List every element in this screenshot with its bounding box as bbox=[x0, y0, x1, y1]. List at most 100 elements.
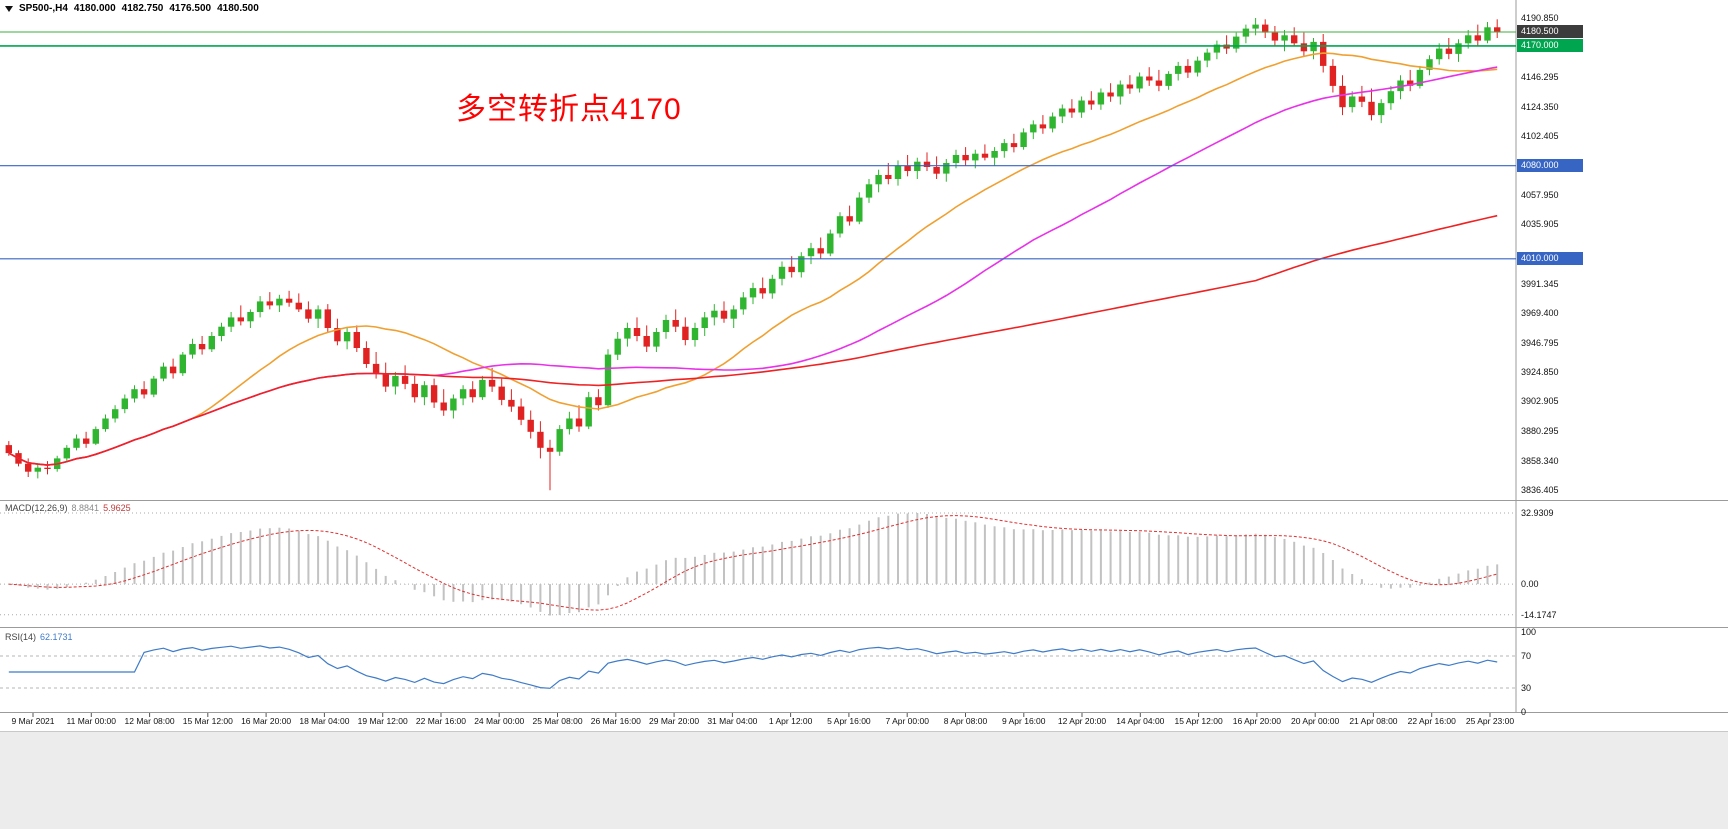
bear-candle bbox=[1068, 108, 1076, 113]
macd-indicator-label: MACD(12,26,9) 8.8841 5.9625 bbox=[5, 503, 131, 513]
bull-candle bbox=[1001, 143, 1008, 152]
bull-candle bbox=[160, 366, 167, 379]
bull-candle bbox=[701, 317, 708, 328]
bull-candle bbox=[952, 155, 960, 163]
bottom-area bbox=[0, 731, 1728, 829]
bull-candle bbox=[150, 378, 157, 395]
bull-candle bbox=[836, 216, 844, 234]
bear-candle bbox=[401, 375, 409, 384]
bear-candle bbox=[363, 348, 370, 364]
price-axis-label: 4190.850 bbox=[1521, 13, 1559, 24]
bear-candle bbox=[923, 161, 931, 167]
bear-candle bbox=[575, 418, 583, 427]
bull-candle bbox=[691, 328, 699, 340]
bull-candle bbox=[769, 278, 776, 294]
time-axis-label: 9 Apr 16:00 bbox=[1002, 716, 1046, 726]
price-badge: 4180.500 bbox=[1517, 24, 1583, 38]
bull-candle bbox=[189, 344, 196, 355]
bull-candle bbox=[614, 338, 621, 355]
bear-candle bbox=[5, 445, 12, 454]
bear-candle bbox=[498, 386, 505, 400]
bear-candle bbox=[411, 383, 418, 398]
bear-candle bbox=[1184, 65, 1192, 73]
bear-candle bbox=[430, 385, 438, 403]
bull-candle bbox=[1165, 73, 1172, 86]
bull-candle bbox=[585, 397, 592, 427]
time-axis-label: 12 Mar 08:00 bbox=[124, 716, 175, 726]
bull-candle bbox=[102, 418, 109, 430]
bull-candle bbox=[179, 354, 186, 374]
bull-candle bbox=[314, 309, 322, 319]
bull-candle bbox=[392, 375, 399, 387]
bull-candle bbox=[624, 328, 631, 339]
bear-candle bbox=[382, 373, 389, 387]
time-axis-label: 20 Apr 00:00 bbox=[1291, 716, 1340, 726]
rsi-axis-label: 30 bbox=[1521, 683, 1532, 693]
macd-axis-label: 0.00 bbox=[1521, 579, 1539, 590]
bull-candle bbox=[92, 429, 99, 444]
time-axis-label: 15 Apr 12:00 bbox=[1174, 716, 1223, 726]
bear-candle bbox=[527, 419, 534, 432]
time-axis-label: 1 Apr 12:00 bbox=[768, 716, 813, 726]
price-axis-label: 4124.350 bbox=[1521, 101, 1559, 112]
time-axis-label: 21 Apr 08:00 bbox=[1349, 716, 1398, 726]
bull-candle bbox=[1049, 116, 1056, 129]
ma-mid-magenta bbox=[8, 66, 1498, 466]
rsi-axis-label: 70 bbox=[1521, 651, 1532, 661]
bull-candle bbox=[256, 301, 264, 312]
dropdown-triangle-icon[interactable] bbox=[5, 5, 13, 12]
time-axis-label: 22 Apr 16:00 bbox=[1407, 716, 1456, 726]
bull-candle bbox=[1136, 76, 1143, 89]
bear-candle bbox=[846, 216, 853, 222]
bear-candle bbox=[140, 389, 148, 395]
rsi-line bbox=[8, 645, 1498, 689]
rsi-name: RSI(14) bbox=[5, 632, 37, 642]
bull-candle bbox=[1484, 27, 1491, 41]
bull-candle bbox=[1204, 52, 1211, 61]
ohlc-close: 4180.500 bbox=[217, 3, 259, 14]
rsi-indicator-label: RSI(14) 62.1731 bbox=[5, 632, 73, 642]
bull-candle bbox=[807, 248, 815, 257]
time-axis-label: 25 Apr 23:00 bbox=[1465, 716, 1515, 726]
bull-candle bbox=[1097, 92, 1105, 105]
bull-candle bbox=[1030, 124, 1037, 133]
bear-candle bbox=[817, 248, 824, 254]
macd-signal-value: 5.9625 bbox=[103, 503, 131, 513]
bear-candle bbox=[469, 389, 476, 398]
bear-candle bbox=[1445, 48, 1453, 54]
bear-candle bbox=[1474, 35, 1481, 41]
ma-slow-red bbox=[8, 214, 1498, 466]
bear-candle bbox=[1010, 143, 1018, 148]
bear-candle bbox=[488, 379, 496, 387]
bull-candle bbox=[894, 165, 902, 179]
bear-candle bbox=[285, 298, 293, 303]
bear-candle bbox=[1155, 80, 1163, 86]
bear-candle bbox=[1407, 80, 1414, 86]
bull-candle bbox=[73, 438, 80, 448]
price-chart-canvas[interactable] bbox=[0, 0, 1728, 731]
bull-candle bbox=[276, 298, 283, 306]
chart-annotation-text[interactable]: 多空转折点4170 bbox=[456, 93, 682, 126]
bull-candle bbox=[227, 317, 235, 327]
bear-candle bbox=[595, 397, 602, 406]
bull-candle bbox=[421, 385, 428, 398]
bear-candle bbox=[305, 309, 312, 319]
time-axis-label: 5 Apr 16:00 bbox=[827, 716, 871, 726]
ohlc-high: 4182.750 bbox=[121, 3, 164, 14]
bull-candle bbox=[662, 320, 670, 332]
bear-candle bbox=[334, 328, 341, 342]
bear-candle bbox=[633, 328, 641, 336]
time-axis-label: 18 Mar 04:00 bbox=[299, 716, 350, 726]
bull-candle bbox=[740, 297, 747, 310]
bull-candle bbox=[34, 467, 41, 472]
bull-candle bbox=[1252, 24, 1259, 29]
bull-candle bbox=[1416, 69, 1424, 86]
bull-candle bbox=[1281, 35, 1288, 41]
time-axis-label: 16 Apr 20:00 bbox=[1232, 716, 1281, 726]
bull-candle bbox=[121, 398, 128, 410]
bull-candle bbox=[479, 379, 486, 398]
price-badge: 4170.000 bbox=[1517, 38, 1583, 52]
bull-candle bbox=[450, 398, 457, 411]
price-axis-label: 3858.340 bbox=[1521, 455, 1559, 466]
